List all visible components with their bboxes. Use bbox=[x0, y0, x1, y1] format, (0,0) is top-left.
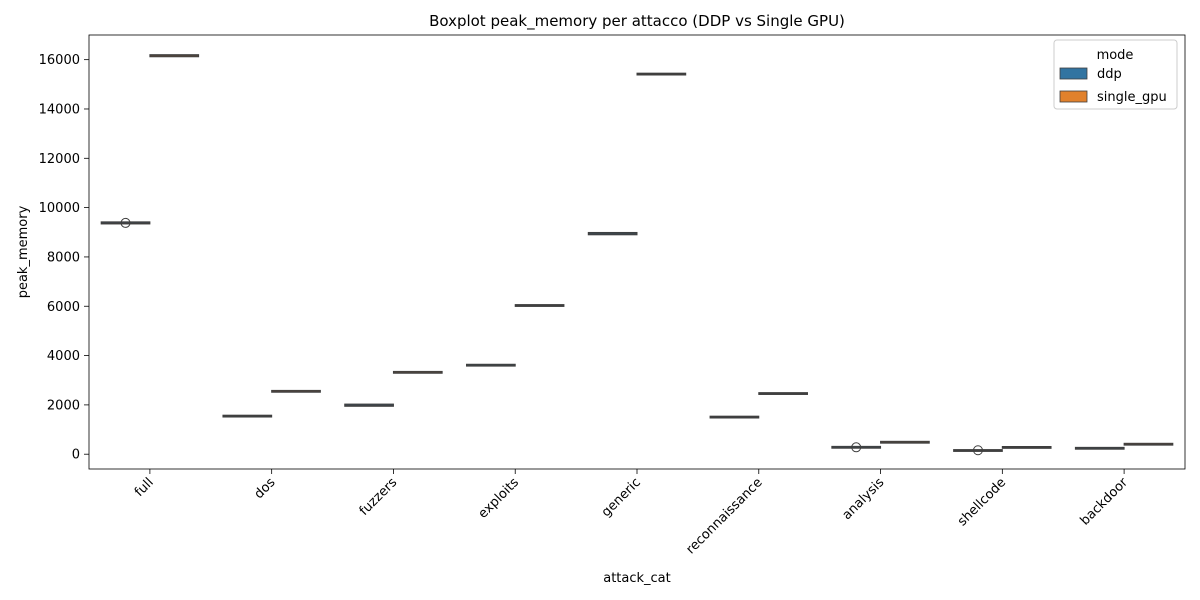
box-ddp-backdoor bbox=[1074, 446, 1125, 450]
box-ddp-exploits bbox=[466, 363, 516, 367]
box-ddp-dos bbox=[222, 414, 273, 418]
outlier-point bbox=[120, 217, 131, 228]
box-single-gpu-reconnaissance bbox=[758, 392, 808, 395]
y-tick-label: 14000 bbox=[39, 102, 80, 117]
box-single-gpu-backdoor bbox=[1123, 442, 1174, 446]
box-single-gpu-shellcode bbox=[1001, 446, 1052, 449]
y-axis: 0 2000 4000 6000 8000 10000 12000 14000 16000 bbox=[39, 53, 89, 463]
box-single-gpu-full bbox=[149, 54, 200, 58]
legend-swatch-ddp bbox=[1059, 67, 1088, 80]
legend-swatch-single-gpu bbox=[1059, 90, 1088, 103]
y-tick-label: 10000 bbox=[39, 201, 80, 216]
box-ddp-fuzzers bbox=[344, 403, 394, 407]
y-tick-label: 4000 bbox=[47, 349, 80, 364]
box-ddp-analysis bbox=[831, 442, 882, 453]
box-ddp-reconnaissance bbox=[709, 415, 760, 419]
box-single-gpu-generic bbox=[636, 72, 687, 76]
box-single-gpu-fuzzers bbox=[392, 370, 443, 374]
box-ddp-full bbox=[100, 217, 151, 228]
y-tick-label: 6000 bbox=[47, 300, 80, 315]
x-axis-label: attack_cat bbox=[603, 571, 671, 586]
plot-area bbox=[100, 54, 1174, 456]
box-single-gpu-analysis bbox=[880, 440, 930, 444]
y-axis-label: peak_memory bbox=[16, 205, 31, 298]
y-tick-label: 16000 bbox=[39, 53, 80, 68]
y-tick-label: 0 bbox=[72, 448, 80, 463]
chart-title: Boxplot peak_memory per attacco (DDP vs … bbox=[429, 12, 845, 31]
legend-label-ddp: ddp bbox=[1097, 67, 1122, 82]
box-single-gpu-exploits bbox=[514, 304, 565, 307]
legend: mode ddp single_gpu bbox=[1053, 39, 1178, 110]
legend-title: mode bbox=[1097, 48, 1134, 63]
box-ddp-shellcode bbox=[953, 445, 1003, 456]
y-tick-label: 8000 bbox=[47, 250, 80, 265]
outlier-point bbox=[972, 445, 983, 456]
y-tick-label: 12000 bbox=[39, 152, 80, 167]
legend-label-single-gpu: single_gpu bbox=[1097, 90, 1167, 105]
box-single-gpu-dos bbox=[271, 389, 321, 393]
box-ddp-generic bbox=[587, 231, 638, 236]
outlier-point bbox=[851, 442, 862, 453]
y-tick-label: 2000 bbox=[47, 398, 80, 413]
